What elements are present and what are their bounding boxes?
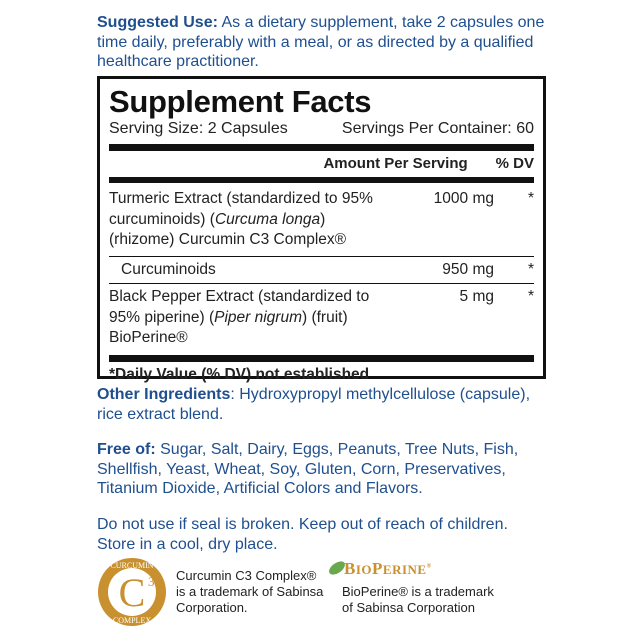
other-ingredients: Other Ingredients: Hydroxypropyl methylc… <box>97 385 547 424</box>
divider <box>109 255 534 257</box>
curcumin-trademark-text: Curcumin C3 Complex® is a trademark of S… <box>176 568 324 615</box>
leaf-icon <box>329 561 345 575</box>
dv-header: % DV <box>495 155 534 172</box>
ingredient-row: Curcuminoids 950 mg * <box>109 260 534 281</box>
svg-text:C: C <box>119 570 146 615</box>
ingredient-name: Turmeric Extract (standardized to 95% cu… <box>109 190 373 228</box>
divider <box>109 354 534 362</box>
free-of-text: Sugar, Salt, Dairy, Eggs, Peanuts, Tree … <box>97 441 519 497</box>
suggested-use-text: As a dietary supplement, take 2 capsules… <box>97 14 545 70</box>
ingredient-name-rest: ) (fruit) BioPerine® <box>109 308 348 347</box>
other-ingredients-text: : Hydroxypropyl methylcellulose (capsule… <box>97 386 531 423</box>
amount-header: Amount Per Serving <box>323 155 468 172</box>
divider <box>109 283 534 284</box>
svg-text:3: 3 <box>148 574 155 589</box>
ingredient-name: Black Pepper Extract (standardized to 95… <box>109 288 370 326</box>
bioperine-logo: BIOPERINE® <box>344 559 432 578</box>
bioperine-trademark-text: BioPerine® is a trademark of Sabinsa Cor… <box>342 584 494 615</box>
ingredient-name: Curcuminoids <box>121 260 216 278</box>
curcumin-c3-logo: C 3 CURCUMIN COMPLEX <box>98 558 166 626</box>
other-ingredients-label: Other Ingredients <box>97 386 231 403</box>
panel-title: Supplement Facts <box>109 84 372 119</box>
ingredient-latin: Piper nigrum <box>214 308 302 326</box>
ingredient-latin: Curcuma longa <box>214 210 321 228</box>
ingredient-amount: 1000 mg <box>433 190 494 207</box>
ingredient-amount: 5 mg <box>459 288 494 305</box>
serving-size: Serving Size: 2 Capsules <box>109 120 288 137</box>
servings-per-container: Servings Per Container: 60 <box>341 120 534 137</box>
suggested-use-label: Suggested Use: <box>97 14 218 31</box>
divider <box>109 177 534 183</box>
warning-text: Do not use if seal is broken. Keep out o… <box>97 516 508 553</box>
serving-row: Serving Size: 2 Capsules Servings Per Co… <box>109 119 534 139</box>
suggested-use: Suggested Use: As a dietary supplement, … <box>97 13 547 72</box>
ingredient-dv: * <box>527 190 534 207</box>
svg-text:CURCUMIN: CURCUMIN <box>110 561 153 570</box>
ingredient-amount: 950 mg <box>442 260 494 278</box>
footnote: *Daily Value (% DV) not established <box>109 365 370 383</box>
free-of-label: Free of: <box>97 441 156 458</box>
divider <box>109 144 534 151</box>
svg-text:COMPLEX: COMPLEX <box>113 616 151 625</box>
ingredient-row: Black Pepper Extract (standardized to 95… <box>109 287 534 349</box>
ingredient-name-rest: ) (rhizome) Curcumin C3 Complex® <box>109 210 347 249</box>
column-header: Amount Per Serving % DV <box>109 154 534 174</box>
supplement-facts-panel: Supplement Facts Serving Size: 2 Capsule… <box>97 76 546 383</box>
ingredient-dv: * <box>527 288 534 305</box>
free-of: Free of: Sugar, Salt, Dairy, Eggs, Peanu… <box>97 440 547 499</box>
ingredient-row: Turmeric Extract (standardized to 95% cu… <box>109 189 534 253</box>
ingredient-dv: * <box>527 260 534 278</box>
